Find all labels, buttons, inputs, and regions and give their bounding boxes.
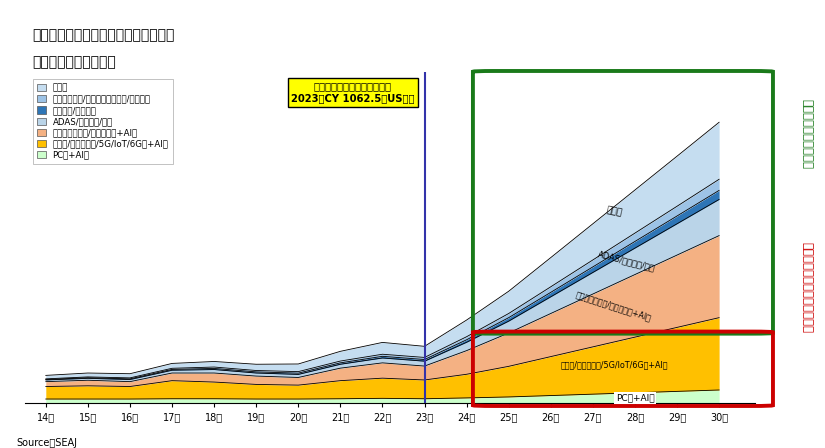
Legend: その他, フィンテック/ブロックチェーン/暗号資産, 自律飛行/ドローン, ADAS/自動運転/車載, データセンター/サーバー（+AI）, スマホ/タブレット: その他, フィンテック/ブロックチェーン/暗号資産, 自律飛行/ドローン, AD… xyxy=(33,79,172,164)
Text: PC（+AI）: PC（+AI） xyxy=(615,393,654,402)
Text: カーボンニュートラル: カーボンニュートラル xyxy=(800,99,813,168)
Text: 半導体設備投資を牽引するドライバー: 半導体設備投資を牽引するドライバー xyxy=(32,29,174,43)
Text: データは社会を動かす原動力: データは社会を動かす原動力 xyxy=(800,242,813,333)
Text: データセンター/サーバー（+AI）: データセンター/サーバー（+AI） xyxy=(575,289,653,322)
Text: Source：SEAJ: Source：SEAJ xyxy=(16,438,78,448)
Text: スマホ/タブレット/5G/IoT/6G（+AI）: スマホ/タブレット/5G/IoT/6G（+AI） xyxy=(560,361,667,370)
Text: 世界半導体製造装置販売実績
2023年CY 1062.5億USドル: 世界半導体製造装置販売実績 2023年CY 1062.5億USドル xyxy=(291,82,415,103)
Text: ADAS/自動運転/車載: ADAS/自動運転/車載 xyxy=(596,250,656,273)
Text: その他: その他 xyxy=(605,206,623,218)
Text: （最終製品イメージ）: （最終製品イメージ） xyxy=(32,55,116,69)
